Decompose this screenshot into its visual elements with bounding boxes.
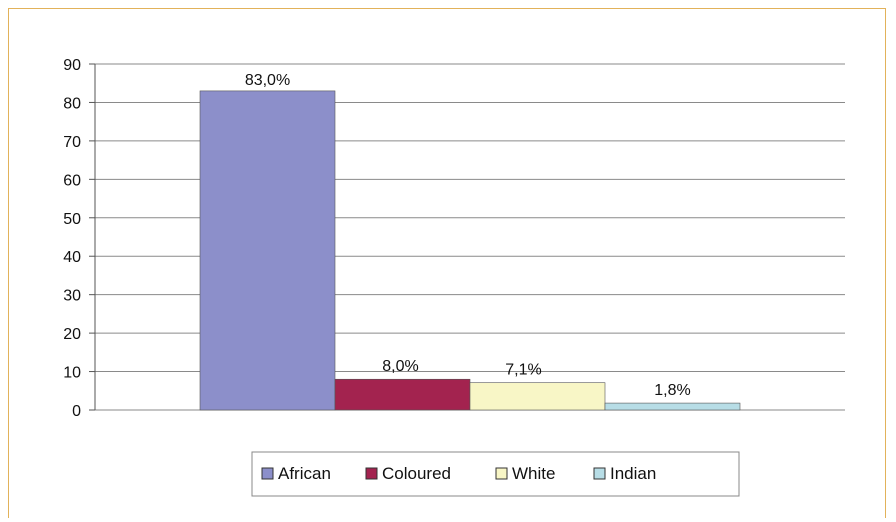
bar-african <box>199 90 336 411</box>
bar-indian <box>604 402 741 411</box>
legend: African Coloured White Indian <box>251 451 740 497</box>
y-tick-label-40: 40 <box>63 249 81 266</box>
data-label-african: 83,0% <box>245 72 290 89</box>
legend-swatch-coloured <box>365 467 378 480</box>
y-tick-label-20: 20 <box>63 326 81 343</box>
bars <box>199 90 741 411</box>
y-axis: 0 10 20 30 40 50 60 70 80 90 <box>63 57 96 420</box>
data-label-white: 7,1% <box>505 362 541 379</box>
data-labels: 83,0% 8,0% 7,1% 1,8% <box>245 72 691 399</box>
y-tick-label-70: 70 <box>63 134 81 151</box>
y-tick-label-0: 0 <box>72 403 81 420</box>
legend-swatch-white <box>495 467 508 480</box>
legend-label-indian: Indian <box>610 464 656 483</box>
y-tick-label-30: 30 <box>63 288 81 305</box>
legend-swatch-african <box>261 467 274 480</box>
legend-label-white: White <box>512 464 555 483</box>
y-tick-label-80: 80 <box>63 95 81 112</box>
y-tick-label-50: 50 <box>63 211 81 228</box>
bar-white <box>469 382 606 411</box>
legend-label-coloured: Coloured <box>382 464 451 483</box>
y-tick-label-90: 90 <box>63 57 81 74</box>
data-label-coloured: 8,0% <box>382 358 418 375</box>
y-tick-label-60: 60 <box>63 172 81 189</box>
chart-frame <box>8 8 886 518</box>
legend-label-african: African <box>278 464 331 483</box>
bar-coloured <box>334 378 471 411</box>
y-tick-label-10: 10 <box>63 365 81 382</box>
data-label-indian: 1,8% <box>654 382 690 399</box>
legend-swatch-indian <box>593 467 606 480</box>
